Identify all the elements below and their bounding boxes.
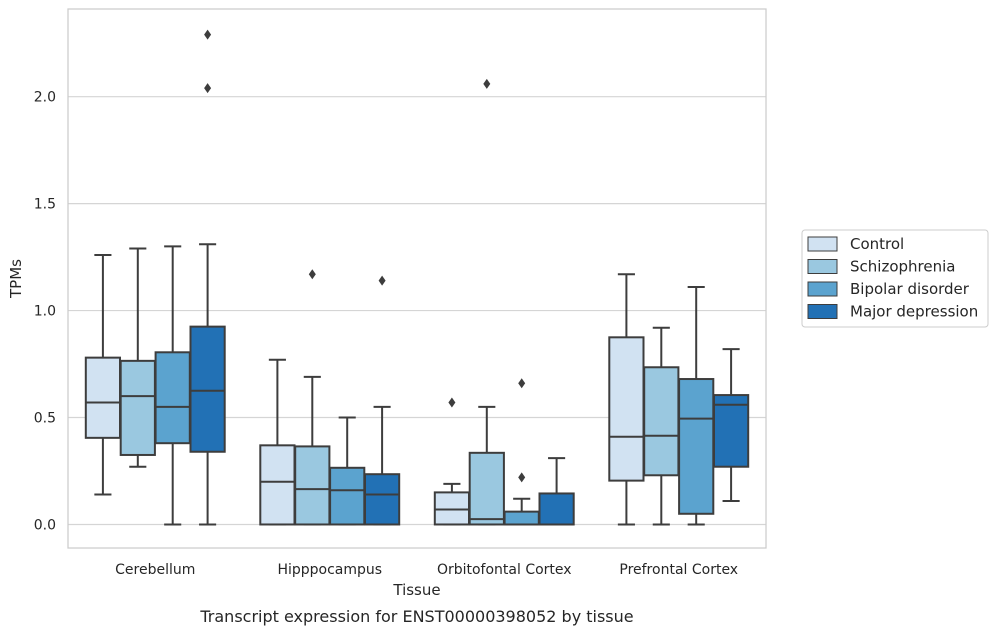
box-0-0 [84,253,122,496]
legend-label: Bipolar disorder [850,280,970,298]
box-3-3 [712,348,750,502]
box-2-2 [503,378,540,526]
legend-label: Control [850,235,904,253]
box-3-2 [678,286,715,526]
box-0-1 [119,247,156,468]
x-tick-label: Prefrontal Cortex [619,562,738,578]
box-0-2 [154,245,191,526]
box-body [154,351,191,445]
legend-swatch [807,304,838,319]
box-3-1 [643,326,680,526]
legend: Control Schizophrenia Bipolar disorder Majo… [801,229,989,328]
box-body [503,510,540,526]
outlier-point [308,269,316,280]
box-1-2 [329,416,366,526]
box-body [468,451,505,526]
legend-swatch [807,259,838,274]
box-2-1 [468,78,505,526]
box-body [119,359,156,456]
chart-caption: Transcript expression for ENST0000039805… [199,607,633,626]
y-tick-labels: 0.0 0.5 1.0 1.5 2.0 [34,90,56,534]
x-tick-label: Orbitofontal Cortex [437,562,572,578]
box-3-0 [608,273,645,526]
legend-label: Major depression [850,303,978,321]
x-axis-title: Tissue [392,581,440,599]
y-axis-title: TPMs [7,259,25,299]
box-1-3 [363,275,401,526]
box-1-0 [259,358,296,526]
y-tick-label: 1.5 [34,197,56,213]
plot-frame [67,8,767,549]
legend-frame [801,229,989,328]
legend-swatch [807,236,838,252]
x-tick-labels: Cerebellum Hipppocampus Orbitofontal Corte… [115,562,738,578]
box-2-3 [538,457,575,526]
box-body [294,445,331,526]
outlier-point [483,78,491,89]
box-series [84,29,750,526]
outlier-point [378,275,386,286]
box-body [189,325,226,453]
y-tick-label: 1.0 [34,304,56,320]
box-body [538,492,575,526]
box-body [363,473,401,526]
y-tick-label: 0.5 [34,411,56,427]
outlier-point [204,83,212,94]
box-body [643,366,680,477]
outlier-point [518,472,526,483]
box-body [433,491,471,526]
box-body [329,466,366,526]
outlier-point [448,397,456,408]
y-tick-label: 2.0 [34,90,56,106]
box-body [84,356,122,439]
box-body [259,444,296,526]
box-body [608,336,645,482]
box-2-0 [433,397,471,526]
box-1-1 [294,269,331,526]
legend-swatch [807,281,838,297]
outlier-point [204,29,212,40]
outlier-point [518,378,526,389]
box-body [678,378,715,515]
x-tick-label: Cerebellum [115,562,195,578]
x-tick-label: Hipppocampus [277,562,382,578]
box-0-3 [189,29,226,526]
legend-label: Schizophrenia [850,258,955,276]
box-body [712,394,750,468]
y-tick-label: 0.0 [34,517,56,533]
